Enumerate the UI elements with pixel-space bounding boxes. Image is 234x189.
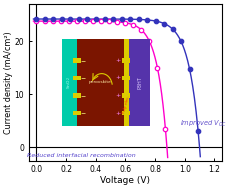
Text: Reduced interfacial recombination: Reduced interfacial recombination [27,153,135,158]
Y-axis label: Current density (mA/cm²): Current density (mA/cm²) [4,31,13,134]
Text: Improved $V_{OC}$: Improved $V_{OC}$ [180,118,227,129]
X-axis label: Voltage (V): Voltage (V) [100,176,150,185]
